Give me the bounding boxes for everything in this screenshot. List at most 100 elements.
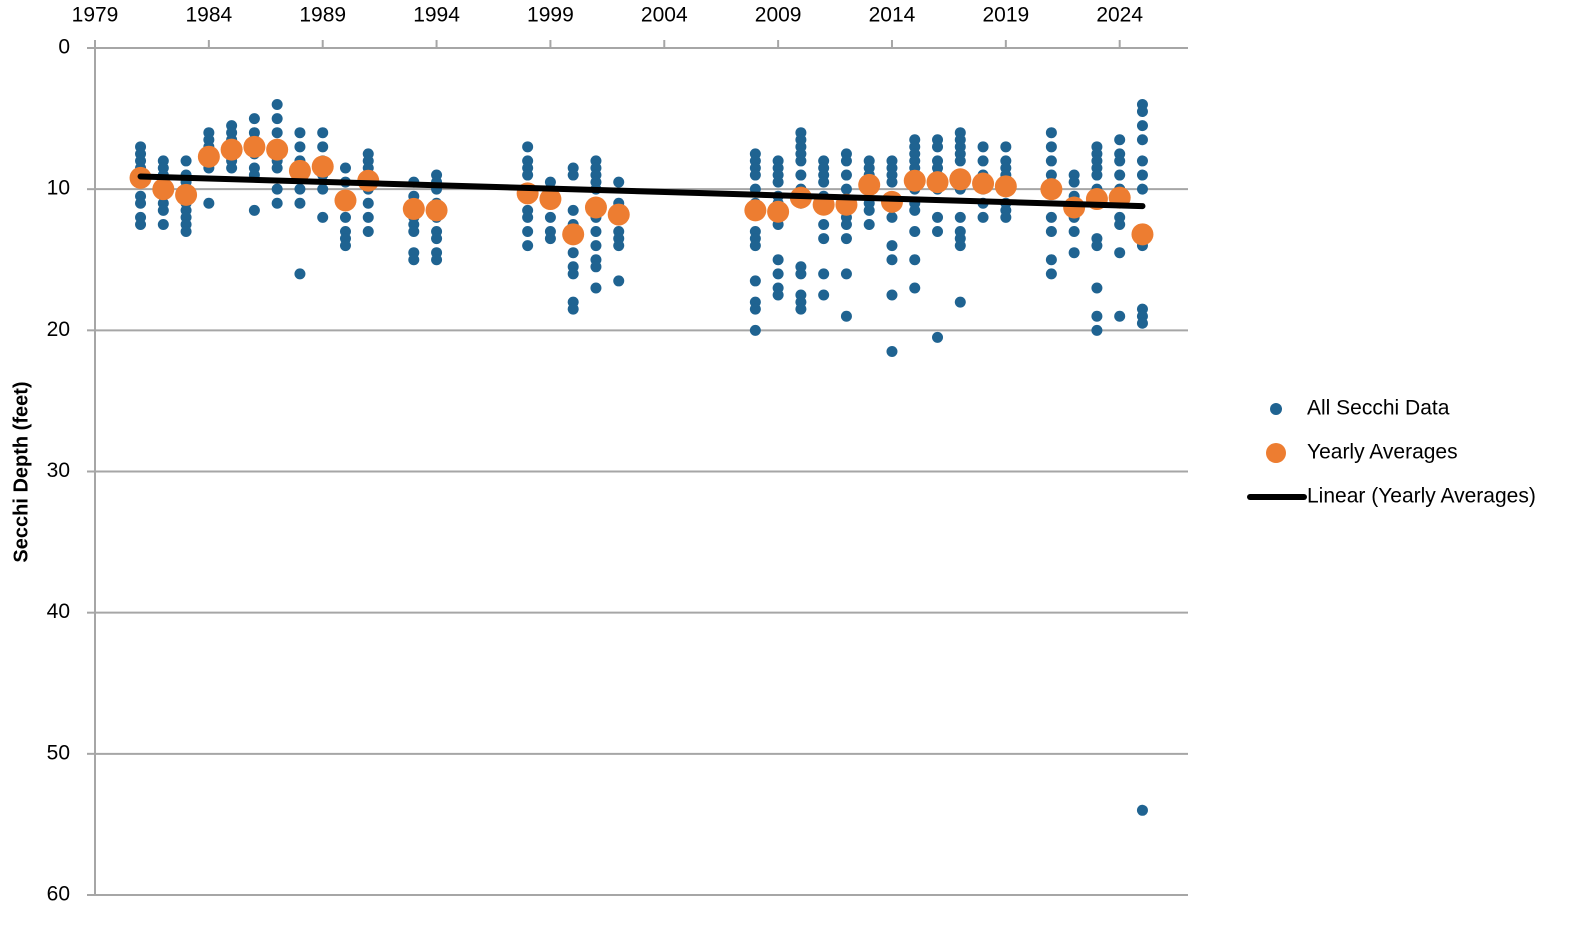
- data-point: [539, 188, 562, 211]
- data-point: [1068, 247, 1080, 259]
- data-point: [886, 289, 898, 301]
- data-point: [886, 346, 898, 358]
- data-point: [266, 138, 289, 161]
- data-point: [271, 162, 283, 174]
- data-point: [362, 211, 374, 223]
- data-point: [135, 218, 147, 230]
- data-point: [994, 175, 1017, 198]
- x-tick-label: 2024: [1096, 4, 1143, 27]
- data-point: [1136, 317, 1148, 329]
- data-point: [949, 168, 972, 191]
- data-point: [522, 141, 534, 153]
- data-point: [795, 155, 807, 167]
- data-point: [1045, 169, 1057, 181]
- data-point: [1091, 240, 1103, 252]
- y-tick-label: 30: [47, 459, 70, 482]
- x-tick-label: 1979: [72, 4, 119, 27]
- y-tick-label: 0: [58, 36, 70, 59]
- legend-label: Yearly Averages: [1307, 441, 1458, 464]
- data-point: [909, 226, 921, 238]
- data-point: [932, 331, 944, 343]
- data-point: [1091, 324, 1103, 336]
- data-point: [402, 197, 425, 220]
- data-point: [152, 178, 175, 201]
- data-point: [339, 240, 351, 252]
- data-point: [1136, 120, 1148, 132]
- data-point: [977, 141, 989, 153]
- data-point: [317, 127, 329, 139]
- x-tick-label: 1984: [185, 4, 232, 27]
- data-point: [271, 183, 283, 195]
- x-tick-label: 2019: [982, 4, 1029, 27]
- data-point: [909, 254, 921, 266]
- data-point: [749, 303, 761, 315]
- data-point: [1091, 169, 1103, 181]
- data-point: [567, 303, 579, 315]
- data-point: [863, 204, 875, 216]
- data-point: [180, 226, 192, 238]
- data-point: [886, 176, 898, 188]
- data-point: [613, 275, 625, 287]
- x-tick-label: 1994: [413, 4, 460, 27]
- data-point: [886, 254, 898, 266]
- data-point: [1068, 226, 1080, 238]
- data-point: [157, 218, 169, 230]
- data-point: [749, 275, 761, 287]
- data-point: [613, 240, 625, 252]
- data-point: [197, 145, 220, 168]
- data-point: [818, 268, 830, 280]
- data-point: [339, 162, 351, 174]
- data-point: [749, 324, 761, 336]
- data-point: [362, 197, 374, 209]
- data-point: [749, 240, 761, 252]
- data-point: [1000, 141, 1012, 153]
- data-point: [954, 296, 966, 308]
- data-point: [1114, 218, 1126, 230]
- data-point: [271, 197, 283, 209]
- data-point: [977, 211, 989, 223]
- data-point: [1136, 134, 1148, 146]
- data-point: [362, 226, 374, 238]
- data-point: [613, 176, 625, 188]
- data-point: [772, 254, 784, 266]
- data-point: [180, 155, 192, 167]
- legend-label: All Secchi Data: [1307, 397, 1450, 420]
- data-point: [425, 199, 448, 222]
- data-point: [590, 240, 602, 252]
- data-point: [157, 204, 169, 216]
- data-point: [590, 261, 602, 273]
- trend-line: [137, 173, 1146, 210]
- data-point: [886, 240, 898, 252]
- data-point: [1045, 268, 1057, 280]
- data-point: [840, 183, 852, 195]
- data-point: [932, 226, 944, 238]
- data-point: [544, 233, 556, 245]
- data-point: [522, 211, 534, 223]
- data-point: [840, 268, 852, 280]
- data-point: [772, 289, 784, 301]
- data-point: [522, 169, 534, 181]
- data-point: [584, 196, 607, 219]
- data-point: [1136, 169, 1148, 181]
- data-point: [1136, 106, 1148, 118]
- data-point: [567, 247, 579, 259]
- data-point: [294, 268, 306, 280]
- x-tick-label: 1999: [527, 4, 574, 27]
- data-point: [522, 226, 534, 238]
- x-tick-label: 2009: [755, 4, 802, 27]
- data-point: [294, 183, 306, 195]
- data-point: [1045, 155, 1057, 167]
- data-point: [932, 211, 944, 223]
- data-point: [1114, 155, 1126, 167]
- data-point: [1040, 178, 1063, 201]
- data-point: [408, 226, 420, 238]
- data-point: [294, 127, 306, 139]
- data-point: [1114, 310, 1126, 322]
- data-point: [243, 135, 266, 158]
- data-point: [1114, 134, 1126, 146]
- data-point: [818, 233, 830, 245]
- data-point: [932, 141, 944, 153]
- legend-marker: [1270, 403, 1282, 415]
- data-point: [1091, 282, 1103, 294]
